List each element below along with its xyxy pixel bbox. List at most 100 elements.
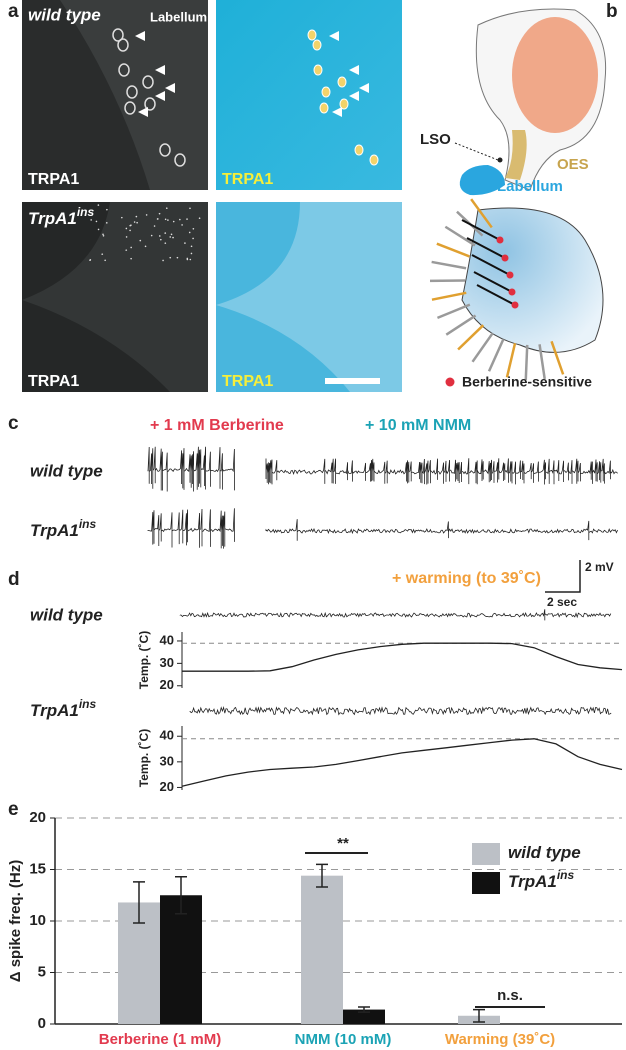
berberine-neuron	[508, 288, 516, 296]
stimulus: + warming (to 39˚C)	[392, 570, 541, 587]
x-tick-label: NMM (10 mM)	[295, 1031, 392, 1048]
cell	[354, 144, 364, 156]
cell	[337, 76, 347, 88]
speck	[179, 218, 181, 221]
genotype: TrpA1ins	[30, 517, 96, 540]
arrowhead	[349, 65, 359, 75]
scale-label: 2 mV	[585, 560, 614, 574]
scale-bar	[545, 560, 581, 593]
labellum-drawing	[461, 207, 604, 353]
speck	[170, 233, 173, 236]
legend-swatch	[472, 872, 500, 894]
sensillum	[487, 338, 505, 372]
sensillum	[431, 260, 467, 270]
speck	[157, 218, 159, 220]
legend-name: wild type	[508, 843, 581, 862]
pointer	[454, 142, 499, 161]
cell	[126, 85, 138, 99]
speck	[102, 234, 105, 237]
panel-label: c	[8, 413, 19, 434]
speck	[97, 204, 100, 206]
speck	[89, 258, 92, 261]
arrowhead	[329, 31, 339, 41]
arrowhead	[359, 83, 369, 93]
cell	[321, 86, 331, 98]
sensillum	[524, 344, 529, 380]
legend-dot	[445, 377, 455, 387]
bar	[160, 895, 202, 1024]
speck	[130, 246, 132, 249]
stimulus: + 10 mM NMM	[365, 417, 471, 434]
cell	[124, 101, 136, 115]
scale-bar	[325, 378, 380, 384]
sensillum	[471, 254, 511, 276]
cells	[89, 28, 379, 262]
error-bar	[358, 1006, 370, 1013]
speck	[105, 222, 108, 224]
speck	[135, 215, 138, 218]
scale-label: 2 sec	[547, 595, 577, 609]
legend-label: Berberine-sensitive	[462, 374, 592, 390]
stain: TRPA1	[222, 171, 273, 188]
genotype-name: TrpA1	[30, 701, 79, 720]
stimulus: + 1 mM Berberine	[150, 417, 284, 434]
cell	[319, 102, 329, 114]
cell	[117, 38, 129, 52]
arrowhead	[138, 107, 148, 117]
tick-label: 30	[160, 655, 174, 670]
recording	[189, 706, 612, 716]
tick-label: 20	[160, 677, 174, 692]
speck	[160, 238, 162, 241]
speck	[190, 245, 193, 248]
recording	[265, 519, 618, 541]
recording	[179, 609, 612, 621]
sensillum	[505, 342, 517, 378]
x-tick-label: Warming (39˚C)	[445, 1031, 555, 1048]
error-bar	[473, 1008, 485, 1023]
error-bar	[175, 875, 187, 915]
speck	[125, 227, 128, 230]
speck	[158, 235, 161, 237]
speck	[95, 220, 98, 223]
sensillum	[550, 340, 565, 375]
temperature-line	[182, 642, 623, 672]
genotype: wild type	[28, 5, 101, 24]
cell	[112, 28, 124, 42]
genotype: wild type	[30, 605, 103, 624]
y-tick-label: 10	[29, 912, 46, 929]
cell	[312, 39, 322, 51]
label: Labellum	[497, 178, 563, 195]
y-tick-label: 20	[29, 809, 46, 826]
sensilla	[429, 198, 565, 380]
x-tick-label: Berberine (1 mM)	[99, 1031, 222, 1048]
cell	[144, 97, 156, 111]
bar	[343, 1009, 385, 1024]
sensillum	[457, 324, 485, 351]
cell	[174, 153, 186, 167]
speck	[192, 228, 195, 230]
speck	[145, 214, 148, 216]
speck	[162, 259, 164, 262]
y-tick-label: 15	[29, 860, 46, 877]
genotype-sup: ins	[79, 697, 97, 711]
speck	[181, 224, 183, 226]
label: Labellum	[150, 9, 207, 24]
speck	[158, 212, 161, 215]
speck	[102, 233, 104, 236]
sensillum	[444, 225, 476, 247]
recording	[147, 446, 235, 492]
bar	[301, 875, 343, 1024]
panel-label: b	[606, 1, 618, 22]
sensillum	[431, 291, 467, 301]
speck	[150, 234, 153, 237]
speck	[97, 228, 100, 231]
speck	[172, 236, 174, 239]
arrowhead	[155, 65, 165, 75]
stain: TRPA1	[28, 373, 79, 390]
arrowhead	[135, 31, 145, 41]
legend-sup: ins	[557, 868, 575, 882]
speck	[172, 220, 175, 223]
y-tick-label: 0	[38, 1015, 46, 1032]
stain: TRPA1	[28, 171, 79, 188]
